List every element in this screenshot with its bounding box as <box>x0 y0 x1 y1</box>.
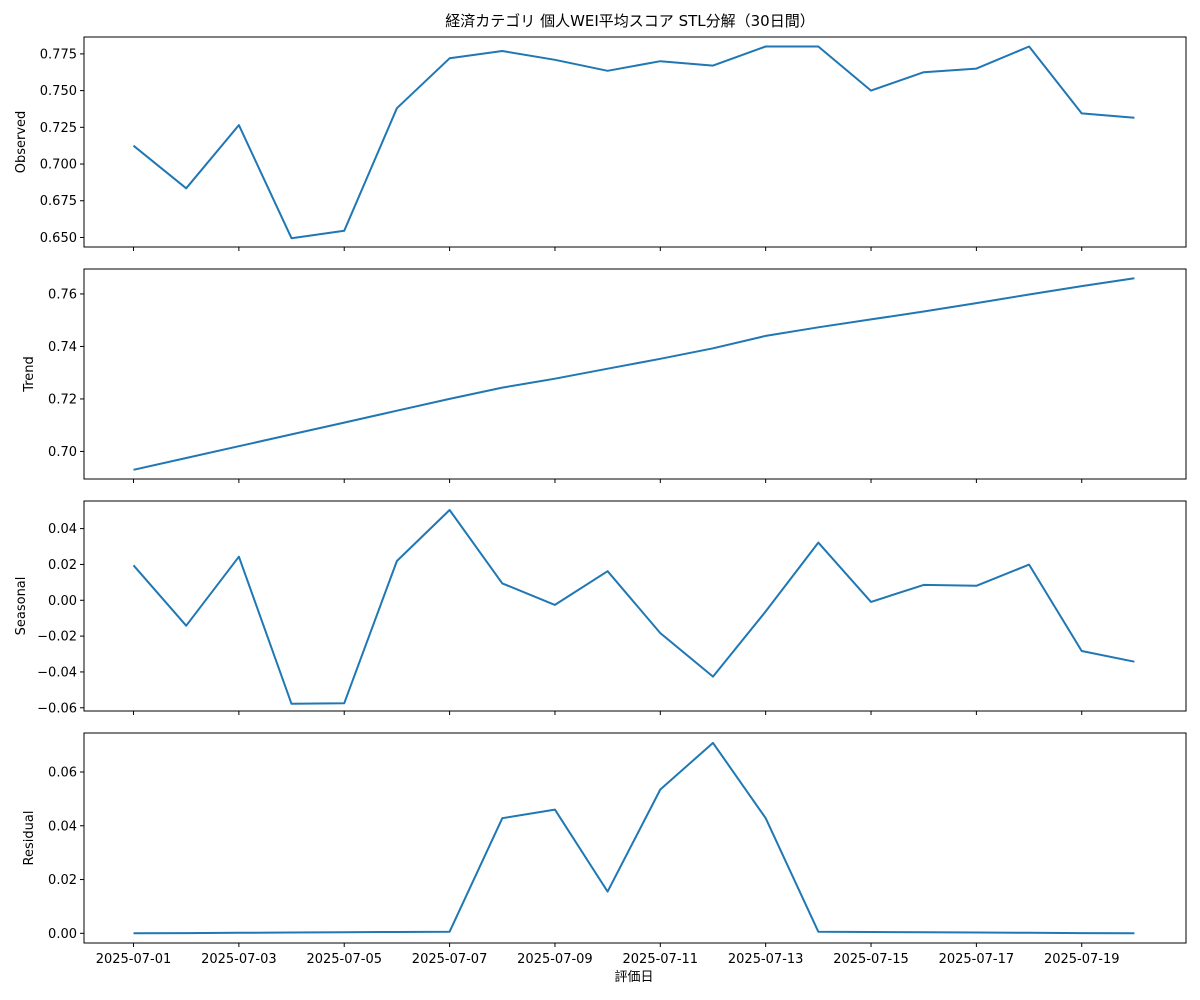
seasonal-ytick-label: −0.02 <box>37 630 77 645</box>
xtick-label: 2025-07-09 <box>517 952 593 967</box>
residual-ytick-label: 0.04 <box>48 819 77 834</box>
residual-ytick-label: 0.00 <box>48 927 77 942</box>
residual-axes-frame <box>83 732 1187 944</box>
observed-ytick-label: 0.775 <box>40 47 77 62</box>
xtick-label: 2025-07-11 <box>623 952 699 967</box>
observed-ytick-label: 0.675 <box>40 194 77 209</box>
seasonal-ytick-label: −0.06 <box>37 701 77 716</box>
observed-ytick-label: 0.725 <box>40 121 77 136</box>
trend-series-line <box>133 277 1135 471</box>
observed-ytick-label: 0.700 <box>40 158 77 173</box>
residual-series-line <box>133 741 1135 935</box>
xtick-label: 2025-07-03 <box>201 952 277 967</box>
trend-ytick-label: 0.70 <box>48 445 77 460</box>
x-axis-label: 評価日 <box>614 970 653 985</box>
trend-y-axis-label: Trend <box>22 356 37 393</box>
xtick-label: 2025-07-15 <box>833 952 909 967</box>
trend-axes-frame <box>83 268 1187 480</box>
observed-series-line <box>132 45 1135 240</box>
seasonal-ytick-label: −0.04 <box>37 665 77 680</box>
xtick-label: 2025-07-05 <box>306 952 382 967</box>
xtick-label: 2025-07-07 <box>412 952 488 967</box>
trend-panel: 0.70 0.72 0.74 0.76 Trend <box>22 268 1187 483</box>
trend-ytick-label: 0.74 <box>48 340 77 355</box>
seasonal-y-axis-label: Seasonal <box>14 577 29 636</box>
residual-ytick-label: 0.02 <box>48 873 77 888</box>
trend-ytick-label: 0.72 <box>48 392 77 407</box>
observed-panel: 0.650 0.675 0.700 0.725 0.750 0.775 Observed <box>14 36 1187 251</box>
seasonal-ytick-label: 0.00 <box>48 594 77 609</box>
residual-ytick-label: 0.06 <box>48 765 77 780</box>
observed-ytick-label: 0.650 <box>40 231 77 246</box>
xtick-label: 2025-07-13 <box>728 952 804 967</box>
observed-ytick-label: 0.750 <box>40 84 77 99</box>
seasonal-axes-frame <box>83 500 1187 712</box>
seasonal-series-line <box>132 509 1135 705</box>
seasonal-ytick-label: 0.04 <box>48 522 77 537</box>
xtick-label: 2025-07-17 <box>939 952 1015 967</box>
trend-ytick-label: 0.76 <box>48 287 77 302</box>
chart-title: 経済カテゴリ 個人WEI平均スコア STL分解（30日間） <box>445 12 814 30</box>
seasonal-panel: −0.06 −0.04 −0.02 0.00 0.02 0.04 Seasonal <box>14 500 1187 716</box>
subplot-panels: 0.6500.6750.7000.7250.7500.775Observed0.… <box>14 36 1187 967</box>
xtick-label: 2025-07-19 <box>1044 952 1120 967</box>
observed-y-axis-label: Observed <box>14 111 29 174</box>
xtick-label: 2025-07-01 <box>96 952 172 967</box>
residual-panel: 0.00 0.02 0.04 0.06 Residual 2025-07-01 2025-0… <box>22 732 1187 967</box>
seasonal-ytick-label: 0.02 <box>48 558 77 573</box>
residual-y-axis-label: Residual <box>22 811 37 866</box>
observed-axes-frame <box>83 36 1187 248</box>
